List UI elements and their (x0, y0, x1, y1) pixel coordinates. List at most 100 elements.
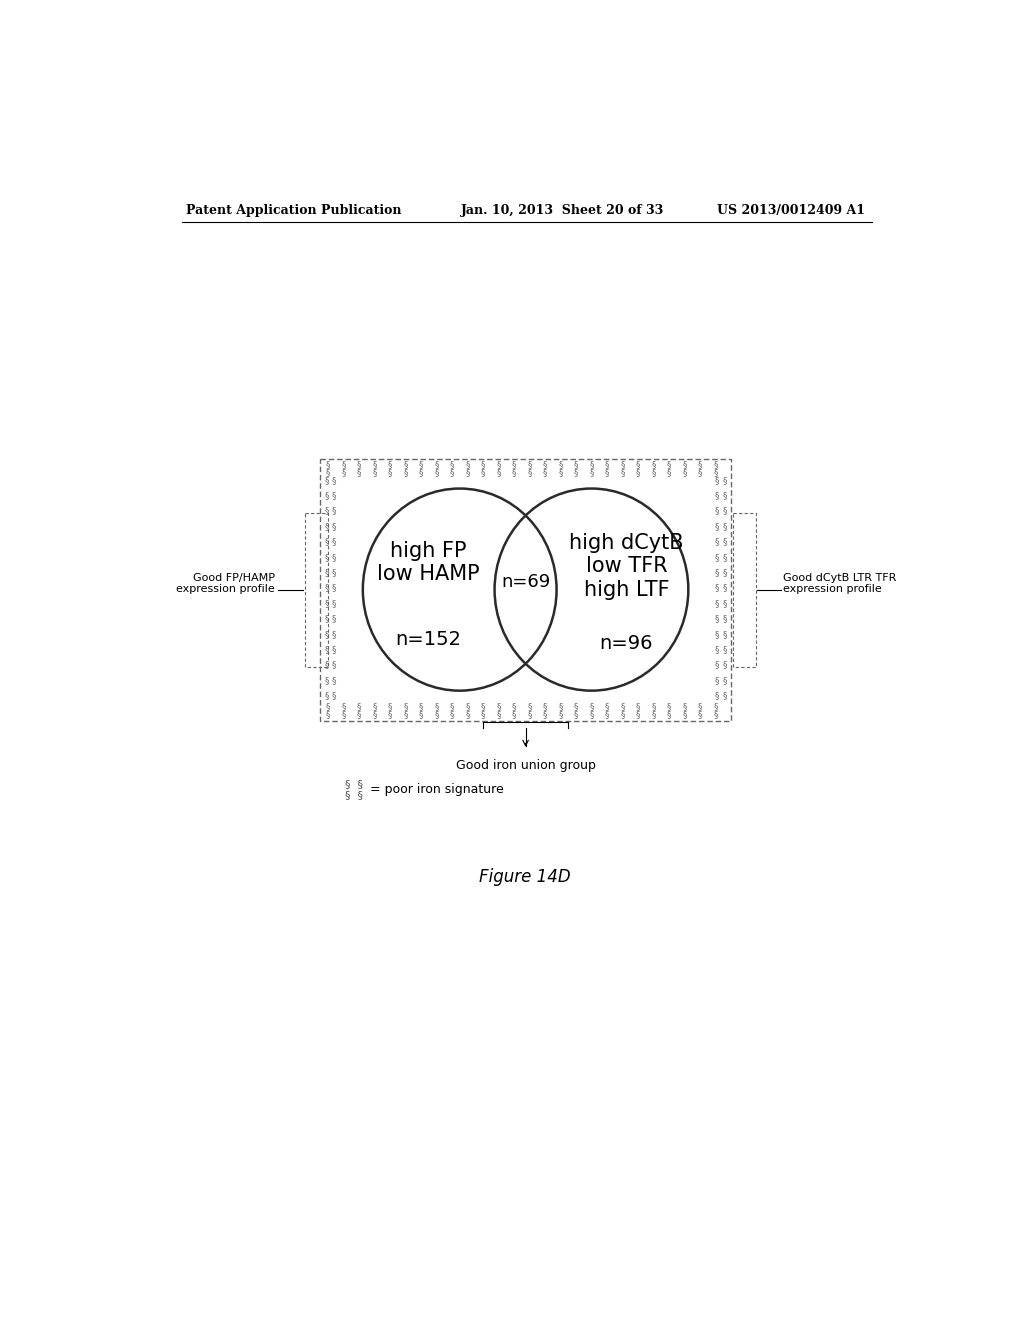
Text: §: § (332, 507, 337, 516)
Text: §: § (715, 553, 719, 562)
Text: §: § (434, 469, 438, 477)
Text: §: § (356, 702, 361, 711)
Text: §: § (713, 469, 718, 477)
Text: §: § (356, 461, 361, 470)
Text: §: § (667, 702, 671, 711)
Text: n=152: n=152 (395, 630, 462, 649)
Text: §: § (573, 469, 579, 477)
Text: §: § (715, 676, 719, 685)
Text: §: § (605, 461, 609, 470)
Text: §: § (621, 702, 625, 711)
Text: n=69: n=69 (501, 573, 550, 591)
Text: §: § (372, 702, 377, 711)
Text: §: § (723, 568, 727, 577)
Text: §: § (450, 469, 455, 477)
Text: §: § (543, 469, 547, 477)
Text: n=96: n=96 (600, 634, 653, 653)
Text: §: § (325, 537, 329, 546)
Bar (321, 459, 731, 721)
Text: §: § (713, 702, 718, 711)
Text: §: § (667, 710, 671, 719)
Text: §: § (715, 614, 719, 623)
Text: §: § (723, 630, 727, 639)
Text: §: § (621, 710, 625, 719)
Text: §: § (697, 702, 702, 711)
Text: §: § (497, 469, 501, 477)
Text: §: § (558, 461, 563, 470)
Text: Jan. 10, 2013  Sheet 20 of 33: Jan. 10, 2013 Sheet 20 of 33 (461, 205, 665, 218)
Text: §: § (419, 461, 423, 470)
Text: Patent Application Publication: Patent Application Publication (186, 205, 401, 218)
Text: §: § (465, 702, 470, 711)
Text: §: § (512, 469, 516, 477)
Text: §: § (573, 461, 579, 470)
Text: §: § (419, 710, 423, 719)
Text: §: § (450, 710, 455, 719)
Text: §: § (713, 461, 718, 470)
Text: §: § (667, 469, 671, 477)
Text: §: § (332, 521, 337, 531)
Text: Good dCytB LTR TFR
expression profile: Good dCytB LTR TFR expression profile (783, 573, 896, 594)
Text: §: § (723, 676, 727, 685)
Text: §: § (543, 710, 547, 719)
Text: §: § (465, 469, 470, 477)
Text: §: § (332, 475, 337, 484)
Text: Good iron union group: Good iron union group (456, 759, 596, 772)
Text: §: § (434, 461, 438, 470)
Text: §: § (332, 614, 337, 623)
Text: §: § (723, 599, 727, 609)
Text: §: § (419, 469, 423, 477)
Text: §: § (332, 599, 337, 609)
Text: §: § (527, 710, 531, 719)
Text: §: § (573, 702, 579, 711)
Text: §: § (326, 469, 330, 477)
Text: §: § (326, 461, 330, 470)
Text: §: § (403, 461, 408, 470)
Text: §: § (715, 645, 719, 655)
Text: §: § (621, 461, 625, 470)
Text: §: § (325, 676, 329, 685)
Text: §  §: § § (345, 791, 362, 800)
Text: §: § (403, 469, 408, 477)
Text: §: § (723, 583, 727, 593)
Text: §: § (723, 491, 727, 500)
Text: §: § (558, 702, 563, 711)
Text: §: § (527, 702, 531, 711)
Text: §: § (573, 710, 579, 719)
Text: §: § (325, 583, 329, 593)
Text: §: § (325, 599, 329, 609)
Text: §: § (723, 537, 727, 546)
Text: §: § (372, 710, 377, 719)
Text: §: § (589, 461, 594, 470)
Text: §: § (497, 702, 501, 711)
Text: §: § (341, 469, 346, 477)
Text: §: § (543, 702, 547, 711)
Text: §: § (723, 553, 727, 562)
Text: §: § (636, 710, 640, 719)
Text: §: § (480, 461, 485, 470)
Text: high FP
low HAMP: high FP low HAMP (378, 541, 480, 585)
Text: §: § (332, 553, 337, 562)
Text: §: § (388, 461, 392, 470)
Text: §: § (356, 710, 361, 719)
Text: §: § (636, 469, 640, 477)
Text: §: § (723, 507, 727, 516)
Text: = poor iron signature: = poor iron signature (370, 783, 504, 796)
Text: §: § (372, 461, 377, 470)
Text: §: § (325, 475, 329, 484)
Text: §: § (325, 660, 329, 669)
Text: §: § (713, 710, 718, 719)
Text: §: § (419, 702, 423, 711)
Text: §: § (450, 461, 455, 470)
Text: §: § (651, 461, 655, 470)
Text: §: § (341, 710, 346, 719)
Text: §: § (332, 568, 337, 577)
Text: §: § (332, 583, 337, 593)
Text: §: § (723, 521, 727, 531)
Text: §: § (715, 491, 719, 500)
Text: §: § (403, 710, 408, 719)
Text: §: § (605, 469, 609, 477)
Text: §: § (403, 702, 408, 711)
Text: §: § (697, 461, 702, 470)
Text: §: § (715, 537, 719, 546)
